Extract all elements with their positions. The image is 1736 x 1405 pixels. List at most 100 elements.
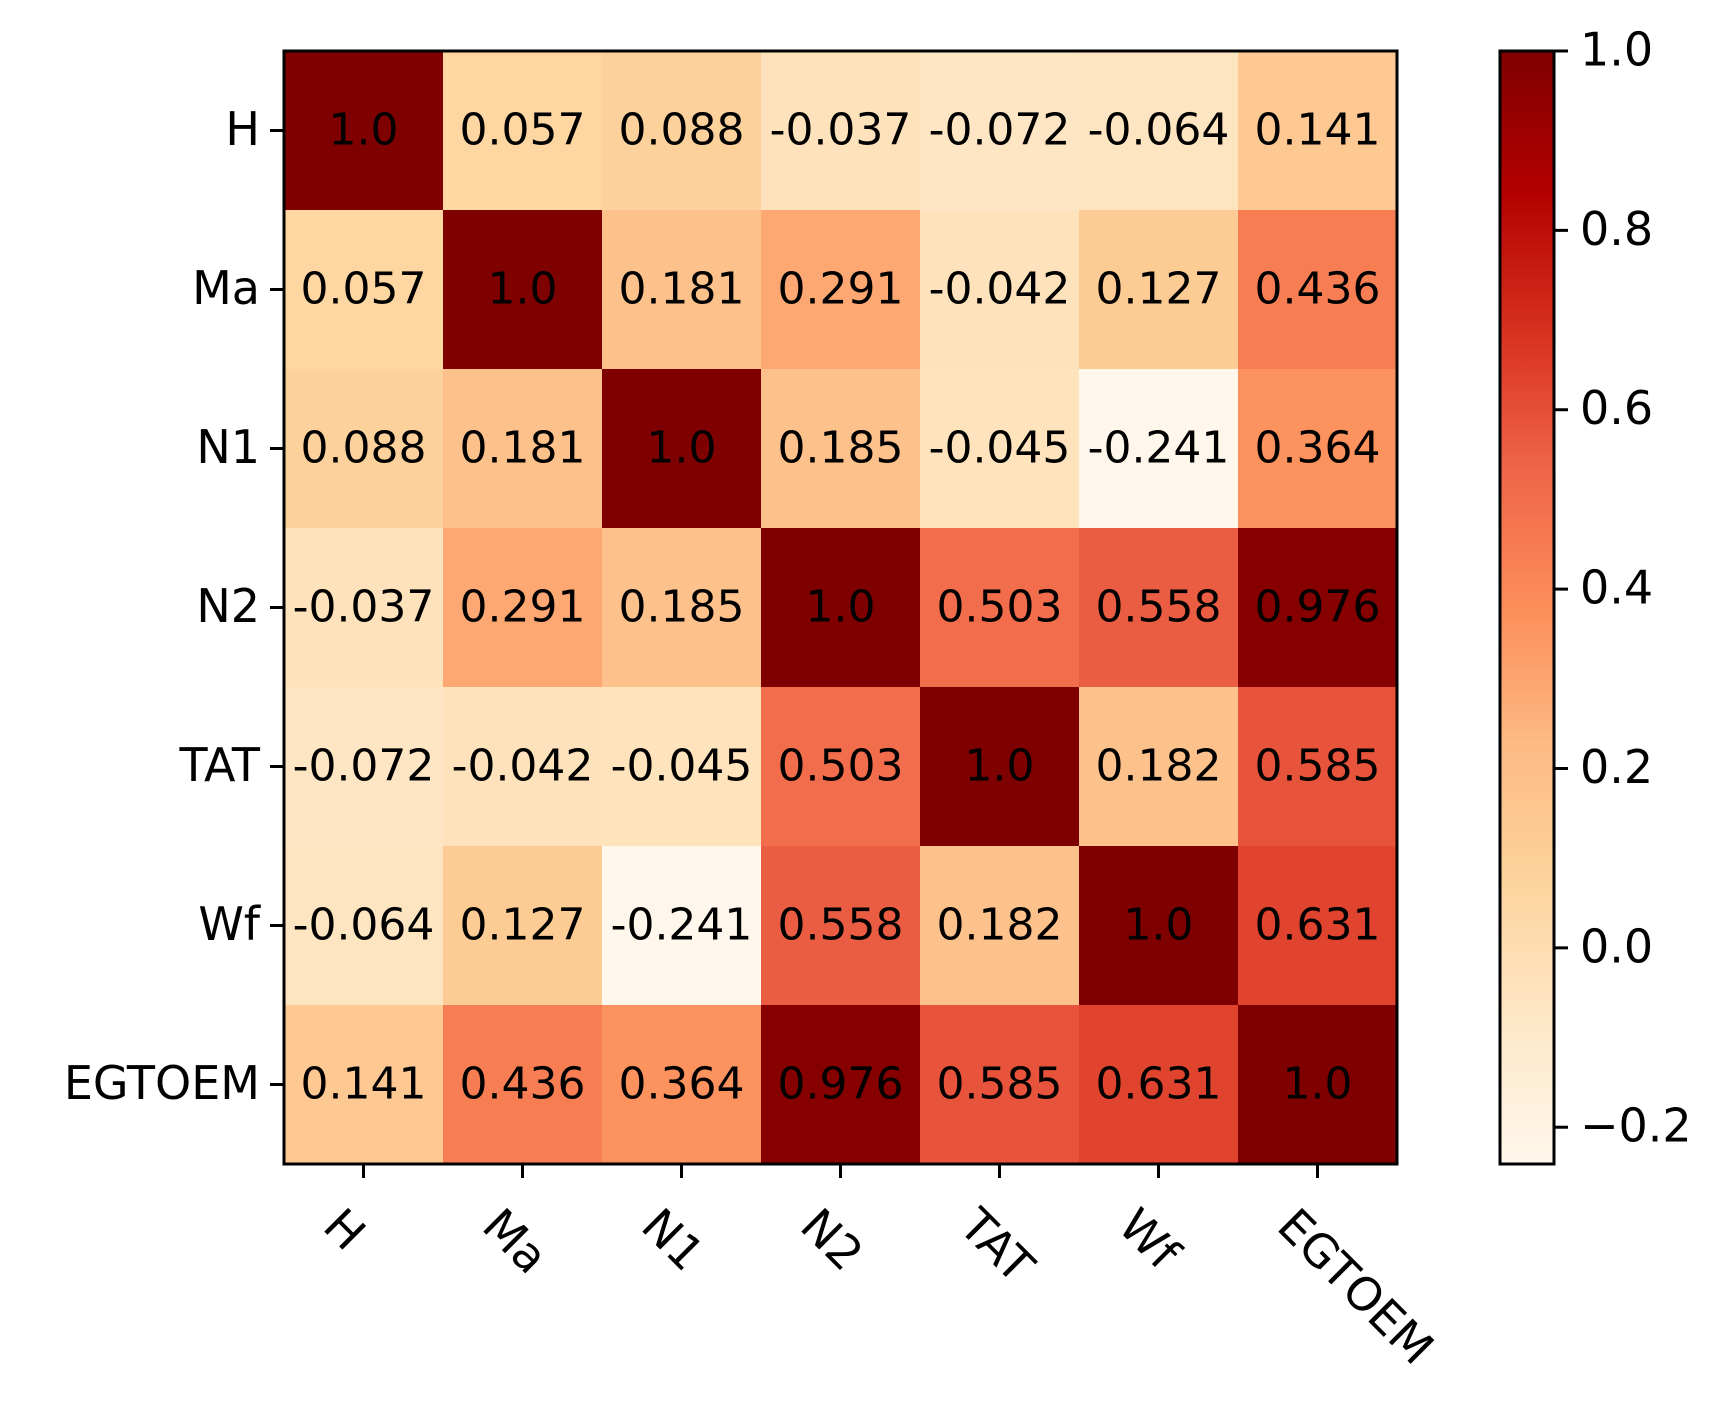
heatmap-cell <box>284 528 444 688</box>
heatmap-cell <box>920 369 1080 529</box>
heatmap-cell <box>761 369 921 529</box>
heatmap-cell <box>920 846 1080 1006</box>
x-tick-label: N2 <box>790 1198 873 1281</box>
heatmap-cell <box>602 528 762 688</box>
colorbar-tick-label: −0.2 <box>1580 1099 1692 1153</box>
heatmap-cell <box>761 687 921 847</box>
heatmap-cell-value: 0.185 <box>778 423 904 474</box>
heatmap-cell <box>1238 528 1398 688</box>
heatmap-cell <box>602 687 762 847</box>
heatmap-cell <box>443 210 603 370</box>
heatmap-cell-value: -0.241 <box>1088 423 1230 474</box>
heatmap-cell-value: 0.141 <box>301 1059 427 1110</box>
heatmap-cell <box>1238 51 1398 211</box>
heatmap-cell-value: -0.042 <box>452 741 594 792</box>
heatmap-cell <box>602 210 762 370</box>
heatmap-cell <box>602 846 762 1006</box>
heatmap-cell-value: 0.436 <box>460 1059 586 1110</box>
heatmap-cell <box>1079 528 1239 688</box>
heatmap-cell <box>1079 210 1239 370</box>
y-tick-label: EGTOEM <box>64 1056 260 1110</box>
colorbar-tick-label: 0.8 <box>1580 202 1653 256</box>
colorbar-tick-label: 0.4 <box>1580 561 1653 615</box>
heatmap-cell-value: -0.064 <box>1088 105 1230 156</box>
heatmap-cell <box>1238 846 1398 1006</box>
heatmap-cell <box>1079 369 1239 529</box>
heatmap-cell <box>920 210 1080 370</box>
x-tick-label: Wf <box>1108 1198 1191 1281</box>
heatmap-cell <box>1238 687 1398 847</box>
heatmap-cell-value: 0.558 <box>778 900 904 951</box>
heatmap-cell-value: 0.364 <box>1255 423 1381 474</box>
colorbar-tick-label: 1.0 <box>1580 23 1653 77</box>
heatmap-cell-value: 0.631 <box>1096 1059 1222 1110</box>
heatmap-cell <box>761 51 921 211</box>
heatmap-cell <box>1238 1005 1398 1165</box>
heatmap-cell <box>1079 846 1239 1006</box>
heatmap-cell-value: -0.037 <box>293 582 435 633</box>
heatmap-cell-value: 0.364 <box>619 1059 745 1110</box>
x-tick-label: N1 <box>631 1198 714 1281</box>
heatmap-cell <box>284 369 444 529</box>
heatmap-cell <box>443 687 603 847</box>
y-axis-ticks: H Ma N1 N2 TAT Wf EGTOEM <box>64 102 284 1110</box>
x-tick-label: Ma <box>472 1198 558 1284</box>
heatmap-cell <box>284 846 444 1006</box>
heatmap-cell-value: -0.072 <box>293 741 435 792</box>
heatmap-cell <box>1238 210 1398 370</box>
heatmap-cell-value: 1.0 <box>647 423 717 474</box>
y-tick-label: Ma <box>192 261 260 315</box>
heatmap-cell <box>920 528 1080 688</box>
heatmap-cell-value: 1.0 <box>488 264 558 315</box>
colorbar-tick-label: 0.2 <box>1580 740 1653 794</box>
heatmap-cell-value: 0.976 <box>778 1059 904 1110</box>
heatmap-cell-value: -0.072 <box>929 105 1071 156</box>
heatmap-cell <box>602 1005 762 1165</box>
heatmap-cell-value: 0.127 <box>460 900 586 951</box>
heatmap-cell-value: 1.0 <box>1124 900 1194 951</box>
heatmap-cell-value: 0.088 <box>619 105 745 156</box>
x-tick-label: H <box>313 1198 376 1261</box>
heatmap-cell <box>920 1005 1080 1165</box>
heatmap-cell-value: 0.585 <box>937 1059 1063 1110</box>
heatmap-cell-value: 0.558 <box>1096 582 1222 633</box>
heatmap-cell-value: 1.0 <box>1283 1059 1353 1110</box>
heatmap-cell <box>761 846 921 1006</box>
heatmap-cell-labels: 1.0 0.057 0.088 -0.037 -0.072 -0.064 0.141 0.05… <box>293 105 1381 1110</box>
heatmap-cell-value: -0.241 <box>611 900 753 951</box>
heatmap-cell <box>443 1005 603 1165</box>
x-axis-ticks: H Ma N1 N2 TAT Wf EGTOEM <box>313 1164 1444 1375</box>
heatmap-cell-value: 1.0 <box>329 105 399 156</box>
heatmap-cell-value: 0.182 <box>1096 741 1222 792</box>
y-tick-label: TAT <box>178 738 260 792</box>
heatmap-cell-value: 0.127 <box>1096 264 1222 315</box>
colorbar-tick-label: 0.0 <box>1580 919 1653 973</box>
heatmap-cell <box>761 528 921 688</box>
heatmap-cell <box>284 687 444 847</box>
colorbar-fill <box>1500 51 1554 1164</box>
heatmap-cell <box>920 51 1080 211</box>
heatmap-cell-value: -0.045 <box>611 741 753 792</box>
heatmap-cell-value: 0.141 <box>1255 105 1381 156</box>
heatmap-cell <box>443 369 603 529</box>
heatmap-cell-value: 0.182 <box>937 900 1063 951</box>
heatmap-cell <box>284 1005 444 1165</box>
heatmap-cell-value: 0.976 <box>1255 582 1381 633</box>
heatmap-cell-value: 0.088 <box>301 423 427 474</box>
heatmap-cell-value: 0.585 <box>1255 741 1381 792</box>
heatmap-cell <box>1079 51 1239 211</box>
y-tick-label: H <box>225 102 260 156</box>
heatmap-cell <box>443 51 603 211</box>
heatmap-cell-value: -0.064 <box>293 900 435 951</box>
heatmap-cell <box>284 210 444 370</box>
heatmap-cell-value: 0.291 <box>778 264 904 315</box>
heatmap-cell <box>1079 1005 1239 1165</box>
heatmap-cell-value: 0.631 <box>1255 900 1381 951</box>
colorbar-tick-label: 0.6 <box>1580 381 1653 435</box>
x-tick-label: EGTOEM <box>1267 1198 1444 1375</box>
heatmap-cell <box>602 51 762 211</box>
heatmap-cell-value: -0.042 <box>929 264 1071 315</box>
heatmap-cell <box>761 210 921 370</box>
x-tick-label: TAT <box>949 1197 1045 1293</box>
